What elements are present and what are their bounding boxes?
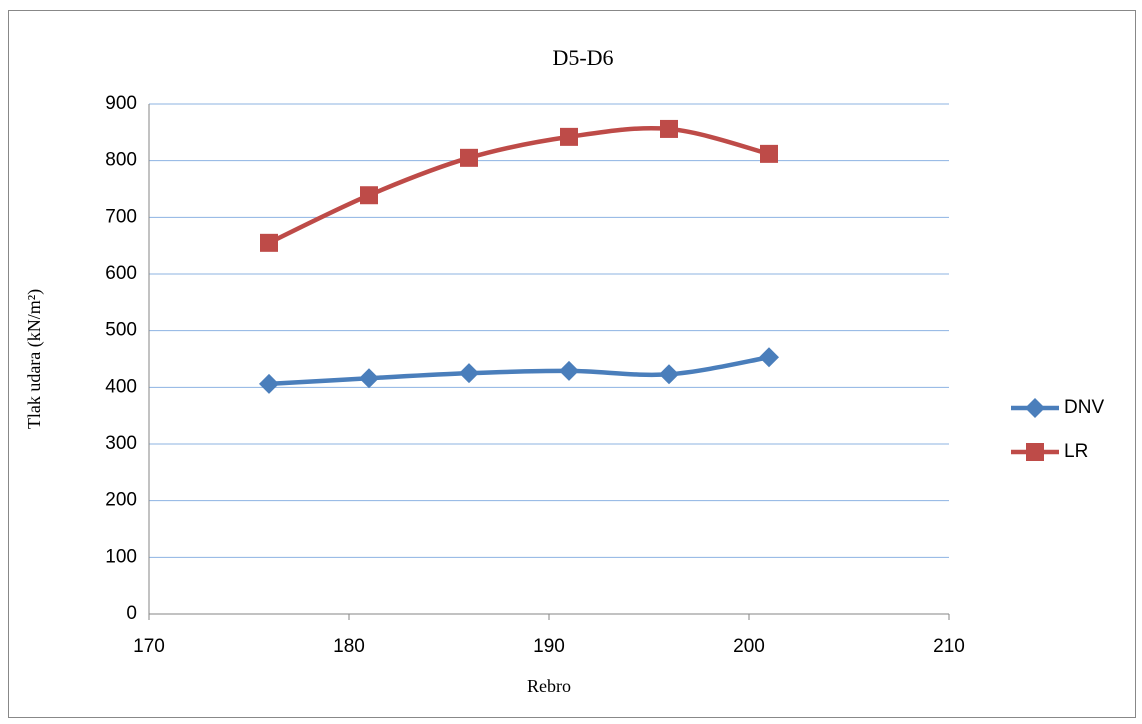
y-tick-label: 600 xyxy=(105,263,137,284)
x-axis-label: Rebro xyxy=(527,676,571,696)
data-point xyxy=(260,233,278,252)
y-tick-label: 800 xyxy=(105,150,137,171)
data-point xyxy=(259,373,279,394)
y-tick-label: 500 xyxy=(105,320,137,341)
legend-label: DNV xyxy=(1064,397,1104,418)
data-point xyxy=(359,368,379,389)
y-tick-label: 200 xyxy=(105,490,137,511)
data-point xyxy=(660,119,678,138)
x-tick-label: 190 xyxy=(533,636,565,657)
chart-title: D5-D6 xyxy=(552,45,613,70)
y-tick-label: 100 xyxy=(105,546,137,567)
legend-marker xyxy=(1026,443,1044,461)
y-tick-label: 700 xyxy=(105,206,137,227)
data-point xyxy=(659,364,679,385)
data-point xyxy=(560,127,578,146)
legend-label: LR xyxy=(1064,441,1088,462)
series-line xyxy=(268,125,770,245)
data-point xyxy=(459,363,479,384)
y-tick-label: 900 xyxy=(105,93,137,114)
data-point xyxy=(460,148,478,167)
data-point xyxy=(759,347,779,368)
y-tick-label: 0 xyxy=(126,603,137,624)
data-point xyxy=(559,360,579,381)
data-point xyxy=(360,186,378,205)
x-tick-label: 200 xyxy=(733,636,765,657)
data-point xyxy=(760,144,778,163)
series-line xyxy=(268,355,770,387)
legend-marker xyxy=(1025,398,1045,418)
y-tick-label: 300 xyxy=(105,433,137,454)
x-tick-label: 210 xyxy=(933,636,965,657)
x-tick-label: 180 xyxy=(333,636,365,657)
y-tick-label: 400 xyxy=(105,376,137,397)
y-axis-label: Tlak udara (kN/m²) xyxy=(24,289,45,429)
x-tick-label: 170 xyxy=(133,636,165,657)
